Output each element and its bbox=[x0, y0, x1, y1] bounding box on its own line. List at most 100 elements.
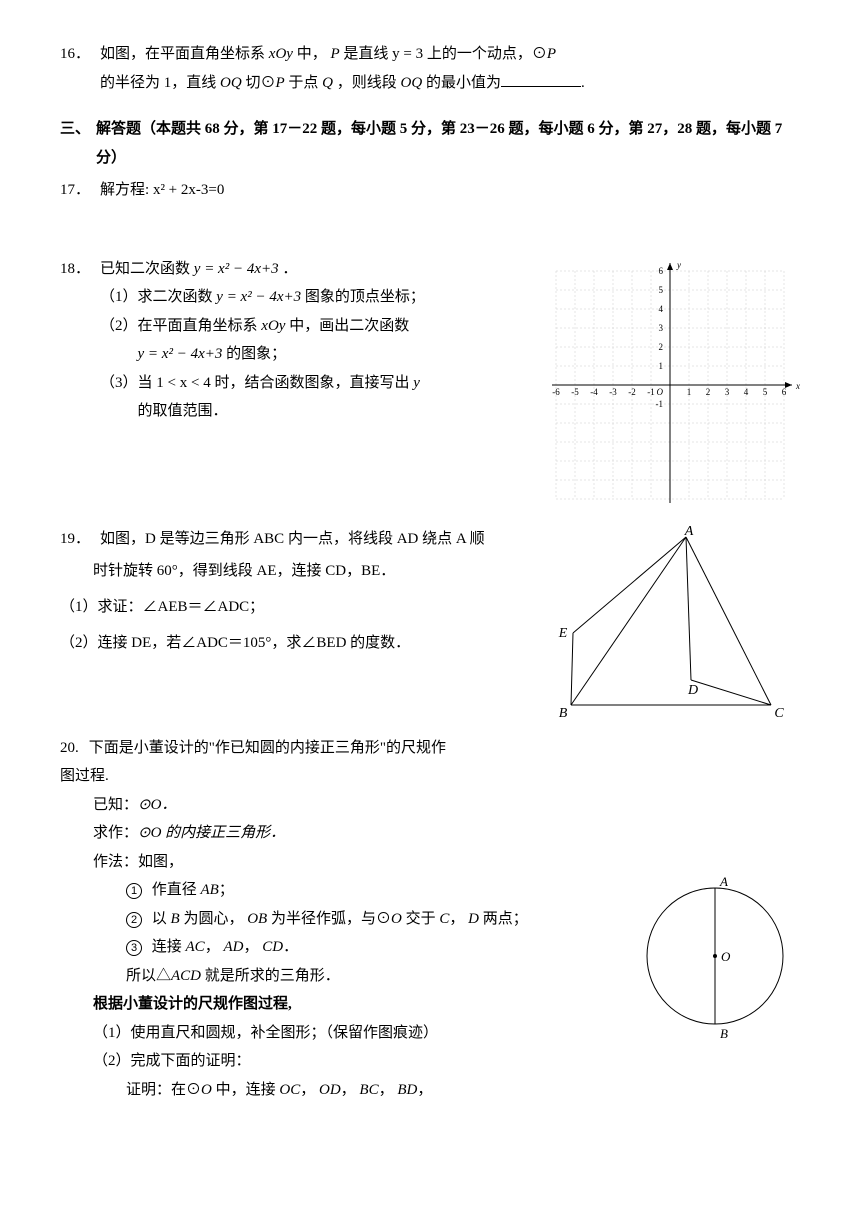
text: OQ bbox=[401, 75, 423, 91]
blank-fill[interactable] bbox=[501, 72, 581, 87]
q20-proof: 证明：在⊙O 中，连接 OC， OD， BC， BD， bbox=[60, 1076, 800, 1105]
triangle-diagram: ABCDE bbox=[551, 525, 786, 720]
svg-text:-2: -2 bbox=[628, 387, 636, 397]
text: 求作： bbox=[93, 825, 138, 841]
text: 所以△ bbox=[126, 968, 171, 984]
text: 如图，D 是等边三角形 ABC 内一点，将线段 AD 绕点 A 顺 bbox=[100, 531, 485, 547]
text: 的半径为 1，直线 bbox=[100, 75, 216, 91]
svg-text:-1: -1 bbox=[647, 387, 655, 397]
q20-circle-diagram: ABO bbox=[635, 871, 800, 1046]
equation: y = x² − 4x+3 bbox=[100, 346, 222, 362]
text: ， bbox=[449, 911, 464, 927]
q16-number: 16． bbox=[60, 40, 90, 69]
text: 证明：在⊙ bbox=[126, 1082, 201, 1098]
text: AD bbox=[223, 939, 243, 955]
text: O bbox=[201, 1082, 212, 1098]
text: ， bbox=[300, 1082, 315, 1098]
question-19: 19． 如图，D 是等边三角形 ABC 内一点，将线段 AD 绕点 A 顺 时针… bbox=[60, 525, 800, 720]
text: 解方程: bbox=[100, 182, 149, 198]
step-marker: 2 bbox=[126, 912, 142, 928]
q19-diagram: ABCDE bbox=[551, 525, 786, 720]
text: xOy bbox=[269, 46, 293, 62]
text: CD bbox=[262, 939, 283, 955]
text: 时，结合函数图象，直接写出 bbox=[214, 375, 409, 391]
text: 就是所求的三角形． bbox=[205, 968, 340, 984]
text: xOy bbox=[261, 318, 285, 334]
svg-text:A: A bbox=[684, 525, 694, 539]
q20-part2: （2）完成下面的证明： bbox=[60, 1047, 800, 1076]
svg-text:5: 5 bbox=[659, 285, 664, 295]
text: P bbox=[330, 46, 339, 62]
svg-text:B: B bbox=[559, 706, 568, 720]
text: D bbox=[468, 911, 479, 927]
text: ⊙O． bbox=[138, 797, 176, 813]
text: . bbox=[581, 75, 585, 91]
svg-text:6: 6 bbox=[659, 266, 664, 276]
text: 的图象； bbox=[226, 346, 286, 362]
svg-text:x: x bbox=[795, 381, 800, 391]
text: y = 3 bbox=[392, 46, 423, 62]
q19-part1: （1）求证：∠AEB＝∠ADC； bbox=[60, 589, 537, 625]
text: 交于 bbox=[406, 911, 436, 927]
text: 的最小值为 bbox=[426, 75, 501, 91]
text: P bbox=[547, 46, 556, 62]
section-3-heading: 三、 解答题（本题共 68 分，第 17－22 题，每小题 5 分，第 23－2… bbox=[60, 115, 800, 172]
text: ． bbox=[283, 939, 298, 955]
text: 作直径 bbox=[152, 882, 197, 898]
question-18: 18． 已知二次函数 y = x² − 4x+3 ． （1）求二次函数 y = … bbox=[60, 255, 800, 515]
svg-text:4: 4 bbox=[659, 304, 664, 314]
svg-text:-1: -1 bbox=[656, 399, 664, 409]
text: 连接 bbox=[152, 939, 182, 955]
text: AC bbox=[186, 939, 205, 955]
equation: y = x² − 4x+3 bbox=[194, 261, 279, 277]
svg-text:3: 3 bbox=[725, 387, 730, 397]
svg-text:D: D bbox=[687, 683, 698, 698]
text: 于点 bbox=[288, 75, 318, 91]
text: ， bbox=[341, 1082, 356, 1098]
svg-text:1: 1 bbox=[687, 387, 692, 397]
text: 1 < x < 4 bbox=[156, 375, 210, 391]
step-marker: 1 bbox=[126, 883, 142, 899]
section-num: 三、 bbox=[60, 115, 90, 144]
text: BC bbox=[359, 1082, 378, 1098]
circle-diagram: ABO bbox=[635, 871, 800, 1046]
text: 切⊙ bbox=[245, 75, 275, 91]
step-marker: 3 bbox=[126, 940, 142, 956]
text: 是直线 bbox=[343, 46, 388, 62]
text: 图过程. bbox=[60, 762, 800, 791]
q20-title: 下面是小董设计的"作已知圆的内接正三角形"的尺规作 bbox=[89, 734, 800, 763]
svg-text:O: O bbox=[721, 949, 731, 964]
q20-known: 已知：⊙O． bbox=[60, 791, 800, 820]
q18-number: 18． bbox=[60, 255, 90, 284]
q18-grid: -6-5-4-3-2-1123456123456-1Oxy bbox=[540, 255, 800, 515]
text: ， bbox=[379, 1082, 394, 1098]
coordinate-grid: -6-5-4-3-2-1123456123456-1Oxy bbox=[540, 255, 800, 515]
text: 已知二次函数 bbox=[100, 261, 190, 277]
q20-goal: 求作：⊙O 的内接正三角形． bbox=[60, 819, 800, 848]
text: 为圆心， bbox=[183, 911, 243, 927]
text: ACD bbox=[171, 968, 201, 984]
svg-text:-6: -6 bbox=[552, 387, 560, 397]
text: ，则线段 bbox=[337, 75, 397, 91]
q17-number: 17． bbox=[60, 176, 90, 205]
section-title: 解答题（本题共 68 分，第 17－22 题，每小题 5 分，第 23－26 题… bbox=[96, 115, 800, 172]
q19-number: 19． bbox=[60, 525, 90, 554]
svg-text:C: C bbox=[774, 706, 784, 720]
text: 已知： bbox=[93, 797, 138, 813]
svg-text:B: B bbox=[720, 1026, 728, 1041]
text: 以 bbox=[152, 911, 167, 927]
text: 中，连接 bbox=[216, 1082, 276, 1098]
text: BD bbox=[397, 1082, 417, 1098]
q19-part2: （2）连接 DE，若∠ADC＝105°，求∠BED 的度数． bbox=[60, 625, 537, 661]
question-20: 20. 下面是小董设计的"作已知圆的内接正三角形"的尺规作 图过程. ABO 已… bbox=[60, 734, 800, 1105]
equation: y = x² − 4x+3 bbox=[216, 289, 301, 305]
text: P bbox=[275, 75, 284, 91]
svg-text:6: 6 bbox=[782, 387, 787, 397]
question-16: 16． 如图，在平面直角坐标系 xOy 中， P 是直线 y = 3 上的一个动… bbox=[60, 40, 800, 97]
q16-body: 如图，在平面直角坐标系 xOy 中， P 是直线 y = 3 上的一个动点，⊙P… bbox=[100, 40, 800, 97]
text: 上的一个动点，⊙ bbox=[427, 46, 547, 62]
svg-text:1: 1 bbox=[659, 361, 664, 371]
text: （2）在平面直角坐标系 bbox=[100, 318, 258, 334]
text: （3）当 bbox=[100, 375, 153, 391]
text: B bbox=[171, 911, 180, 927]
